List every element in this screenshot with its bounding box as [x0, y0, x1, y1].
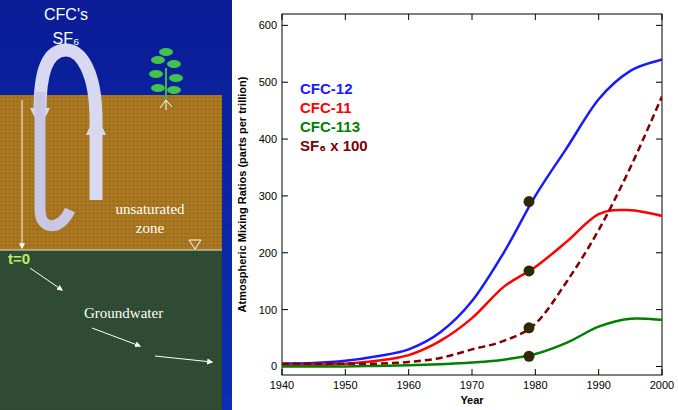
x-tick [408, 14, 409, 20]
gas-label: CFC's [44, 6, 88, 23]
plant-stem [165, 68, 167, 100]
series-line [282, 318, 662, 366]
y-tick [282, 25, 288, 26]
marked-point [524, 196, 535, 207]
exchange-loop-lower [40, 92, 70, 226]
background [0, 0, 678, 410]
chart: 0 100 200 300 400 500 600 1940 1950 1960 1970 1980 1… [236, 14, 674, 406]
y-tick [656, 252, 662, 253]
infiltration-arrow [22, 100, 23, 248]
plant-leaf [149, 70, 163, 78]
y-tick-label: 400 [259, 133, 277, 145]
y-tick [656, 366, 662, 367]
x-tick-label: 1970 [460, 379, 484, 391]
plant-leaf [159, 48, 173, 56]
x-tick-label: 1990 [586, 379, 610, 391]
y-tick [656, 309, 662, 310]
y-tick [656, 25, 662, 26]
legend-entry: CFC-12 [300, 80, 353, 97]
x-tick [472, 14, 473, 20]
x-tick [535, 369, 536, 375]
x-tick-label: 2000 [650, 379, 674, 391]
x-tick [662, 14, 663, 20]
y-tick [282, 139, 288, 140]
y-tick [656, 82, 662, 83]
y-tick-label: 200 [259, 247, 277, 259]
plant-leaf [167, 60, 181, 68]
y-tick [282, 195, 288, 196]
y-tick [282, 82, 288, 83]
marked-point [524, 351, 535, 362]
plant-root [160, 100, 172, 110]
plant [149, 48, 183, 110]
water-table-symbol [189, 240, 201, 249]
x-tick [535, 14, 536, 20]
marked-point [524, 265, 535, 276]
zone-label-line: unsaturated [115, 201, 185, 217]
x-tick-label: 1960 [396, 379, 420, 391]
plant-leaf [151, 56, 165, 64]
x-axis-title: Year [460, 394, 484, 406]
exchange-loop [40, 50, 96, 200]
y-tick [656, 139, 662, 140]
plot-marks [282, 59, 662, 366]
y-tick-label: 500 [259, 76, 277, 88]
flow-arrow [92, 328, 140, 346]
gas-label: SF₆ [53, 30, 80, 47]
flow-arrow [155, 356, 212, 362]
y-tick-label: 0 [271, 360, 277, 372]
x-tick [282, 369, 283, 375]
legend-entry: CFC-113 [300, 118, 360, 135]
unsaturated-zone [0, 95, 222, 250]
legend: CFC-12 CFC-11 CFC-113 SF₆ x 100 [300, 80, 368, 154]
plot-frame [282, 14, 662, 375]
water-table-line [0, 250, 222, 251]
plant-leaf [169, 74, 183, 82]
x-tick-label: 1980 [523, 379, 547, 391]
y-tick-label: 600 [259, 19, 277, 31]
plant-leaf [167, 86, 181, 94]
y-axis-title: Atmospheric Mixing Ratios (parts per tri… [236, 76, 248, 312]
x-tick [598, 369, 599, 375]
loop-arrow-up [86, 113, 106, 135]
marked-point [524, 322, 535, 333]
x-tick [345, 369, 346, 375]
time-label: t=0 [8, 250, 30, 267]
x-tick [472, 369, 473, 375]
x-tick [662, 369, 663, 375]
x-tick [408, 369, 409, 375]
y-tick [656, 195, 662, 196]
series-line [282, 96, 662, 363]
figure: CFC's SF₆ unsaturated zone t=0 Groundwater 0 10… [0, 0, 678, 410]
y-tick [282, 252, 288, 253]
groundwater-zone [0, 250, 222, 410]
diagram: CFC's SF₆ unsaturated zone t=0 Groundwater [0, 6, 222, 410]
flow-arrow [30, 268, 62, 290]
x-tick [345, 14, 346, 20]
chart-panel [232, 0, 678, 410]
series-line [282, 210, 662, 365]
x-tick [282, 14, 283, 20]
groundwater-label: Groundwater [84, 305, 163, 321]
y-tick-label: 100 [259, 304, 277, 316]
x-tick-label: 1950 [333, 379, 357, 391]
legend-entry: SF₆ x 100 [300, 137, 368, 154]
plant-leaf [151, 84, 165, 92]
zone-label: unsaturated zone [115, 201, 185, 236]
legend-entry: CFC-11 [300, 99, 352, 116]
zone-label-line: zone [136, 220, 165, 236]
x-tick-label: 1940 [270, 379, 294, 391]
x-tick [598, 14, 599, 20]
y-tick [282, 309, 288, 310]
y-tick-label: 300 [259, 190, 277, 202]
